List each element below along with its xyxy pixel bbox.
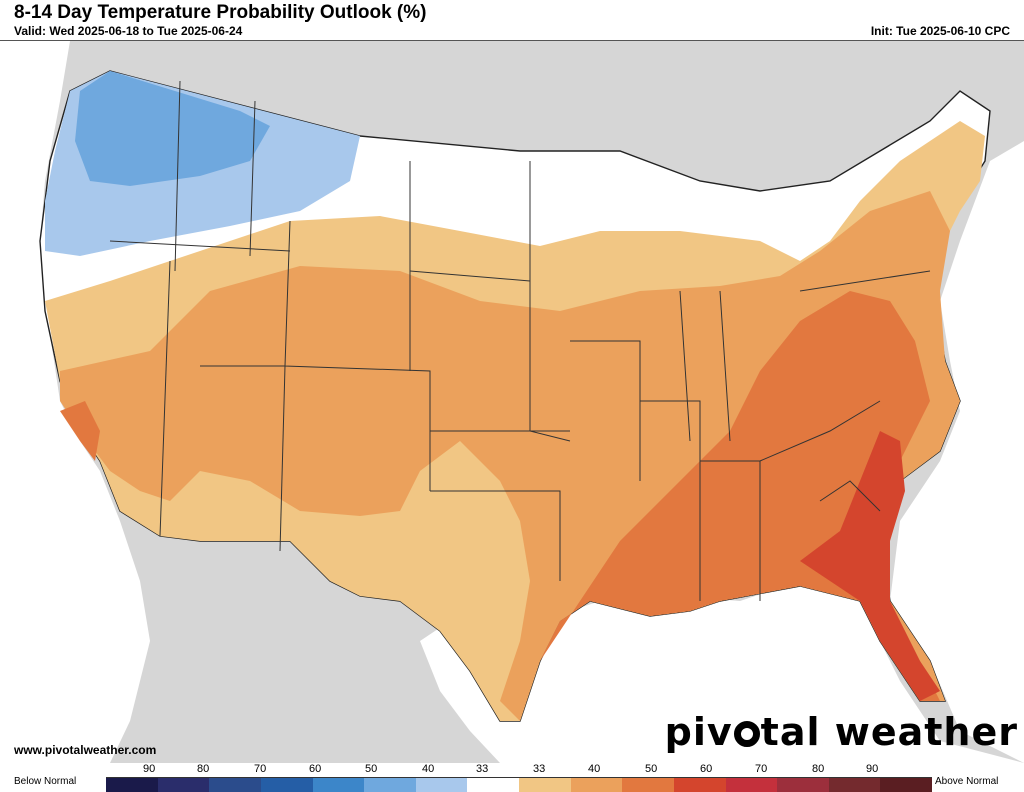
legend-tick: 60: [309, 763, 322, 775]
gear-icon: [733, 721, 760, 747]
legend-swatch: [570, 778, 623, 792]
gulf-of-mexico: [420, 581, 1024, 763]
legend-swatch: [467, 778, 519, 792]
outlook-map[interactable]: [0, 41, 1024, 763]
legend-swatch: [622, 778, 674, 792]
legend: 90 80 70 60 50 40 33 33 40 50 60 70 80 9…: [0, 763, 1024, 792]
legend-tick: 70: [755, 763, 768, 775]
legend-color-bar: [106, 777, 932, 792]
website-url: www.pivotalweather.com: [14, 743, 157, 757]
page-title: 8-14 Day Temperature Probability Outlook…: [14, 2, 427, 23]
map-canvas: [0, 41, 1024, 763]
legend-swatch: [828, 778, 881, 792]
brand-text-left: piv: [664, 710, 733, 754]
legend-tick: 33: [533, 763, 546, 775]
legend-swatch: [312, 778, 365, 792]
init-time: Init: Tue 2025-06-10 CPC: [870, 24, 1010, 38]
legend-swatch: [260, 778, 313, 792]
legend-tick: 90: [866, 763, 879, 775]
brand-text-right: tal weather: [760, 710, 1018, 754]
below-normal-50-region: [75, 71, 270, 186]
brand-logo: piv tal weather: [665, 710, 1018, 754]
legend-tick: 40: [422, 763, 435, 775]
legend-swatch: [725, 778, 778, 792]
legend-swatch: [157, 778, 210, 792]
legend-swatch: [415, 778, 468, 792]
above-normal-60-region: [540, 291, 940, 701]
valid-period: Valid: Wed 2025-06-18 to Tue 2025-06-24: [14, 24, 243, 38]
legend-swatch: [106, 778, 158, 792]
legend-tick: 70: [254, 763, 267, 775]
legend-tick: 80: [197, 763, 210, 775]
legend-tick: 33: [476, 763, 489, 775]
legend-swatch: [880, 778, 932, 792]
map-header: 8-14 Day Temperature Probability Outlook…: [0, 0, 1024, 41]
legend-below-label: Below Normal: [14, 776, 77, 787]
legend-tick: 80: [812, 763, 825, 775]
legend-tick-labels: 90 80 70 60 50 40 33 33 40 50 60 70 80 9…: [0, 763, 1024, 777]
socal-60-region: [60, 401, 100, 461]
atlantic-ocean: [890, 141, 1024, 763]
legend-swatch: [519, 778, 571, 792]
legend-swatch: [364, 778, 416, 792]
state-boundaries: [109, 80, 931, 601]
pacific-ocean: [0, 41, 150, 763]
legend-tick: 50: [645, 763, 658, 775]
legend-tick: 50: [365, 763, 378, 775]
above-normal-70-region: [800, 431, 940, 701]
legend-tick: 90: [143, 763, 156, 775]
legend-swatch: [777, 778, 829, 792]
legend-swatch: [673, 778, 726, 792]
legend-above-label: Above Normal: [935, 776, 999, 787]
legend-swatch: [209, 778, 261, 792]
legend-tick: 60: [700, 763, 713, 775]
legend-tick: 40: [588, 763, 601, 775]
